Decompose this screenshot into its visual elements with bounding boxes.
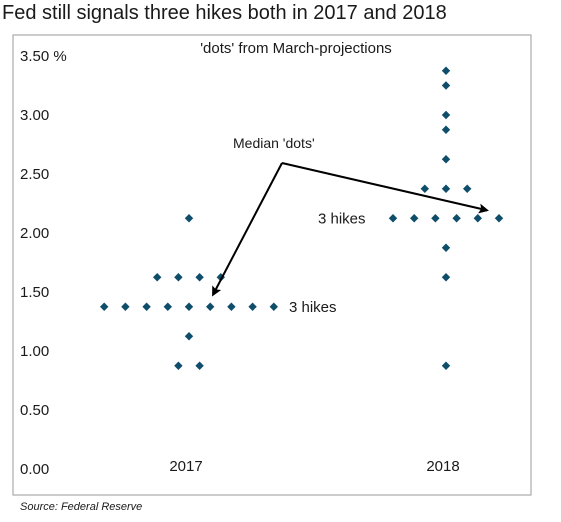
dot-marker — [441, 273, 451, 282]
dot-marker — [195, 361, 204, 370]
dot-marker — [410, 214, 419, 223]
dot-marker — [269, 302, 278, 311]
dot-marker — [142, 302, 151, 311]
dot-marker — [463, 184, 472, 193]
dot-marker — [388, 214, 398, 223]
dot-marker — [431, 214, 440, 223]
dot-marker — [441, 81, 451, 90]
y-tick-label: 2.50 — [20, 166, 49, 183]
x-category-label: 2018 — [426, 458, 459, 475]
dot-marker — [184, 214, 194, 223]
median-arrow-2017 — [212, 162, 283, 297]
dot-marker — [441, 125, 451, 134]
dot-marker — [452, 214, 461, 223]
median-arrow-2018 — [281, 162, 489, 214]
dot-marker — [163, 302, 172, 311]
dot-marker — [494, 214, 504, 223]
dot-marker — [441, 110, 451, 120]
annotation-3-hikes-2018: 3 hikes — [318, 210, 366, 227]
dot-marker — [206, 302, 215, 311]
x-category-label: 2017 — [169, 458, 202, 475]
dot-marker — [473, 214, 482, 223]
dot-marker — [248, 302, 257, 311]
y-tick-label: 0.50 — [20, 402, 49, 419]
dot-marker — [100, 302, 109, 311]
y-axis-tick-labels: 0.00 0.50 1.00 1.50 2.00 2.50 3.00 3.50 % — [20, 48, 67, 478]
y-tick-label: 0.00 — [20, 461, 49, 478]
dot-marker — [227, 302, 236, 311]
annotation-3-hikes-2017: 3 hikes — [289, 299, 337, 316]
y-tick-label: 2.00 — [20, 225, 49, 242]
x-axis-category-labels: 2017 2018 — [169, 458, 459, 475]
annotations-layer: 3 hikes 3 hikes Median 'dots' — [212, 135, 489, 316]
dot-marker — [441, 361, 451, 370]
dot-marker — [441, 243, 451, 252]
source-note: Source: Federal Reserve — [20, 501, 143, 513]
dot-marker — [184, 332, 194, 341]
dot-marker — [441, 184, 451, 193]
dot-marker — [441, 66, 451, 75]
dot-marker — [174, 273, 183, 282]
dot-marker — [121, 302, 130, 311]
plot-border — [12, 34, 532, 496]
y-tick-label: 3.00 — [20, 107, 49, 124]
page-title: Fed still signals three hikes both in 20… — [2, 2, 447, 24]
dot-marker — [184, 302, 194, 311]
dot-marker — [420, 184, 429, 193]
chart-title: 'dots' from March-projections — [200, 40, 392, 57]
dot-marker — [195, 273, 204, 282]
dots-layer — [100, 66, 504, 370]
dot-marker — [174, 361, 183, 370]
y-tick-label: 1.00 — [20, 343, 49, 360]
y-tick-label: 3.50 % — [20, 48, 67, 65]
median-dots-label: Median 'dots' — [233, 135, 315, 151]
dot-marker — [441, 155, 451, 164]
dot-marker — [153, 273, 162, 282]
y-tick-label: 1.50 — [20, 284, 49, 301]
